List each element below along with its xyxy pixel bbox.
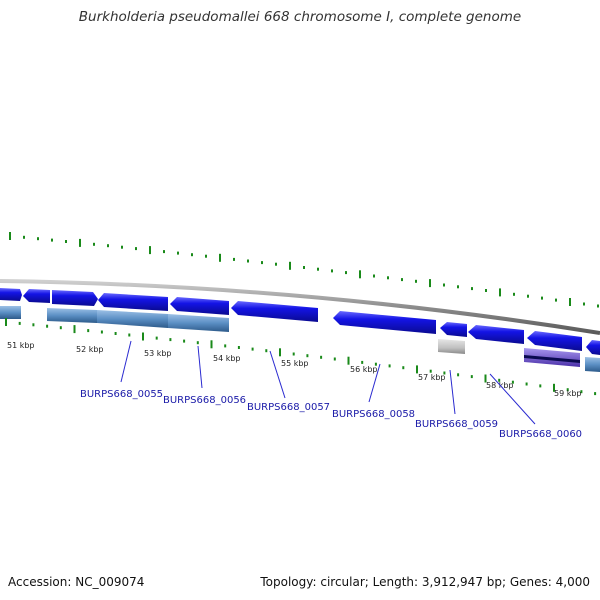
cds-feature[interactable]: [231, 301, 318, 322]
cds-feature[interactable]: [52, 290, 98, 306]
leader-line: [489, 373, 536, 425]
kbp-label: 57 kbp: [418, 373, 446, 382]
gene-feature[interactable]: [585, 357, 600, 372]
locus-tag-label[interactable]: BURPS668_0056: [163, 395, 246, 406]
locus-tag-label[interactable]: BURPS668_0058: [332, 409, 415, 420]
kbp-label: 54 kbp: [213, 354, 241, 363]
gene-feature[interactable]: [97, 310, 168, 328]
kbp-label: 56 kbp: [350, 365, 378, 374]
kbp-label: 53 kbp: [144, 349, 172, 358]
outer-tick-ring: [9, 232, 599, 308]
leader-line: [120, 340, 132, 383]
map-title: Burkholderia pseudomallei 668 chromosome…: [78, 9, 522, 25]
locus-tag-label[interactable]: BURPS668_0057: [247, 402, 330, 413]
locus-tags: BURPS668_0055 BURPS668_0056 BURPS668_005…: [80, 389, 582, 440]
leader-line: [368, 363, 381, 403]
cds-feature[interactable]: [170, 297, 229, 315]
cds-track: [0, 288, 600, 355]
rna-feature-band: [524, 355, 580, 363]
locus-tag-label[interactable]: BURPS668_0055: [80, 389, 163, 400]
cds-feature[interactable]: [468, 325, 524, 344]
topology-summary: Topology: circular; Length: 3,912,947 bp…: [260, 575, 590, 589]
cds-feature[interactable]: [586, 340, 600, 355]
kbp-label: 59 kbp: [554, 389, 582, 398]
gene-feature[interactable]: [0, 306, 21, 319]
cds-feature[interactable]: [98, 293, 168, 311]
leader-line: [269, 350, 286, 399]
gene-feature[interactable]: [168, 314, 229, 332]
leader-line: [197, 345, 203, 389]
cds-feature[interactable]: [333, 311, 436, 334]
gene-feature[interactable]: [47, 308, 97, 323]
leader-line: [449, 369, 456, 415]
inner-tick-ring: [5, 318, 597, 396]
cds-feature[interactable]: [23, 289, 50, 303]
gene-track: [0, 306, 600, 372]
locus-tag-label[interactable]: BURPS668_0060: [499, 429, 582, 440]
pseudo-gene-feature[interactable]: [438, 339, 465, 354]
cds-feature[interactable]: [440, 322, 467, 337]
accession-label: Accession: NC_009074: [8, 575, 145, 589]
kbp-label: 55 kbp: [281, 359, 309, 368]
locus-tag-label[interactable]: BURPS668_0059: [415, 419, 498, 430]
cds-feature[interactable]: [527, 331, 582, 351]
kbp-label: 52 kbp: [76, 345, 104, 354]
locus-leader-lines: [120, 340, 536, 425]
cds-feature[interactable]: [0, 288, 22, 301]
chromosome-backbone: [0, 279, 600, 335]
kbp-label: 51 kbp: [7, 341, 35, 350]
